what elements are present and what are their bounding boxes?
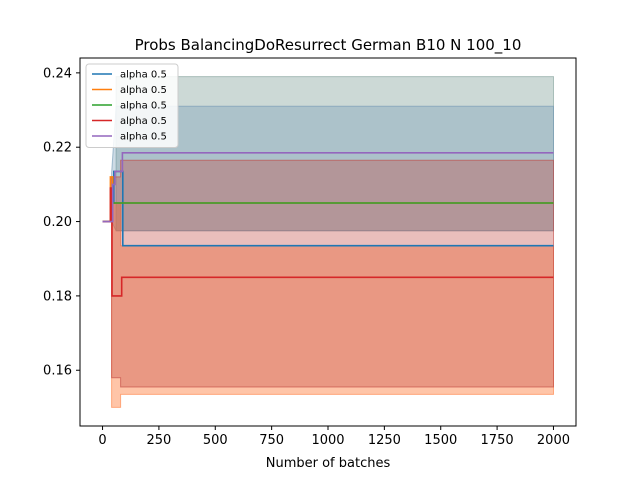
chart-title: Probs BalancingDoResurrect German B10 N …	[135, 36, 522, 55]
x-axis-ticks: 0 250 500 750 1000 1250 1500 1750 2000	[98, 426, 570, 448]
x-tick-label: 1750	[481, 433, 514, 448]
series-line-4	[102, 187, 554, 297]
confidence-bands	[111, 76, 554, 408]
legend: alpha 0.5 alpha 0.5 alpha 0.5 alpha 0.5 alph…	[85, 63, 179, 148]
x-tick-label: 750	[259, 433, 284, 448]
x-tick-label: 250	[146, 433, 171, 448]
legend-label: alpha 0.5	[120, 132, 167, 143]
series-line-5	[102, 152, 554, 223]
x-tick-label: 0	[98, 433, 106, 448]
series-lines	[102, 152, 554, 297]
x-tick-label: 1250	[368, 433, 401, 448]
x-tick-label: 1500	[424, 433, 457, 448]
legend-label: alpha 0.5	[120, 101, 167, 112]
x-axis-label: Number of batches	[266, 456, 391, 471]
band-orange	[111, 202, 554, 408]
x-tick-label: 1000	[311, 433, 344, 448]
y-tick-label: 0.16	[43, 364, 72, 379]
x-tick-label: 500	[203, 433, 228, 448]
legend-label: alpha 0.5	[120, 85, 167, 96]
legend-box	[85, 63, 179, 148]
y-tick-label: 0.24	[43, 66, 72, 81]
x-tick-label: 2000	[537, 433, 570, 448]
band-red	[111, 159, 554, 388]
y-tick-label: 0.20	[43, 215, 72, 230]
y-axis-ticks: 0.16 0.18 0.20 0.22 0.24	[43, 66, 80, 379]
legend-label: alpha 0.5	[120, 116, 167, 127]
y-tick-label: 0.18	[43, 289, 72, 304]
y-tick-label: 0.22	[43, 141, 72, 156]
legend-label: alpha 0.5	[120, 70, 167, 81]
